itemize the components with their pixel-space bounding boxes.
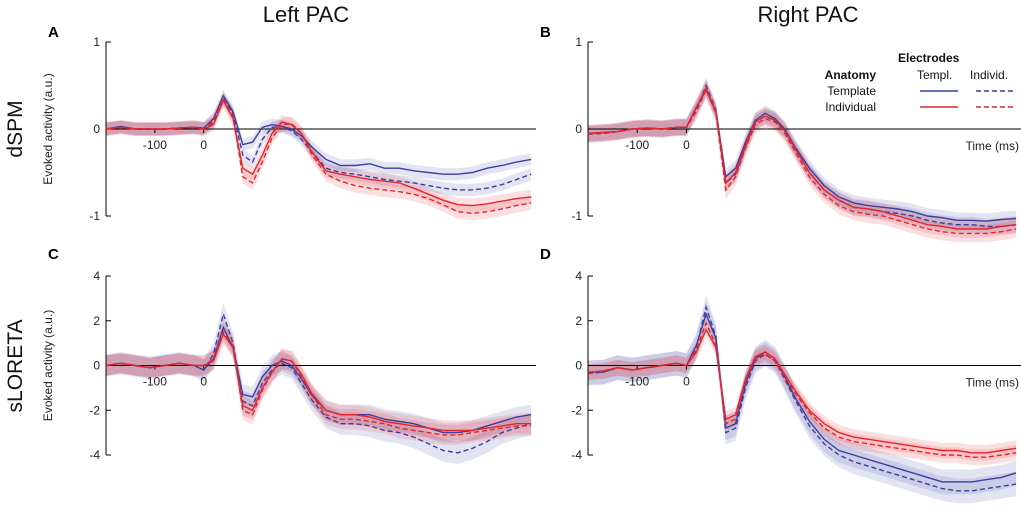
band-B-1 xyxy=(588,77,1017,235)
x-tick-label-D-1: 0 xyxy=(683,375,690,389)
panel-B: B -1 0 1 -100 0 Time (ms) xyxy=(540,24,1021,243)
series-line-A-3 xyxy=(105,96,532,215)
series-lines xyxy=(587,83,1017,235)
legend-row-individual: Individual xyxy=(825,100,876,114)
y-tick-label-A-0: -1 xyxy=(89,209,100,223)
legend-row-template: Template xyxy=(827,84,876,98)
y-tick-label-A-1: 0 xyxy=(93,122,100,136)
band-C-1 xyxy=(106,302,532,464)
y-tick-label-C-2: 0 xyxy=(93,359,100,373)
y-axis-label-C: Evoked activity (a.u.) xyxy=(41,310,55,421)
series-lines xyxy=(105,311,532,454)
y-tick-label-B-0: -1 xyxy=(571,209,582,223)
y-tick-label-B-2: 1 xyxy=(575,35,582,49)
y-tick-label-D-1: -2 xyxy=(571,403,582,417)
band-D-3 xyxy=(588,315,1017,466)
series-lines xyxy=(105,94,532,215)
series-line-D-3 xyxy=(587,321,1017,458)
column-title-right: Right PAC xyxy=(757,2,858,27)
y-tick-label-C-3: 2 xyxy=(93,314,100,328)
y-tick-label-B-1: 0 xyxy=(575,122,582,136)
x-tick-label-A-1: 0 xyxy=(200,138,207,152)
band-D-2 xyxy=(588,321,1017,461)
legend-anatomy-title: Anatomy xyxy=(825,68,877,82)
confidence-bands xyxy=(106,302,532,464)
x-axis-label-D: Time (ms) xyxy=(965,376,1019,390)
panels: A -1 0 1 -100 0 Evoked activity (a.u.) B -1 0 1 -10… xyxy=(41,24,1021,504)
series-line-C-3 xyxy=(105,330,532,436)
panel-A: A -1 0 1 -100 0 Evoked activity (a.u.) xyxy=(41,24,536,223)
y-axis-label-A: Evoked activity (a.u.) xyxy=(41,73,55,184)
series-lines xyxy=(587,304,1017,492)
band-A-0 xyxy=(106,89,532,181)
panel-D: D -4 -2 0 2 4 -100 0 Time (ms) xyxy=(540,246,1021,504)
y-tick-label-A-2: 1 xyxy=(93,35,100,49)
y-tick-label-D-4: 4 xyxy=(575,269,582,283)
band-B-2 xyxy=(588,79,1017,238)
band-B-0 xyxy=(588,82,1017,230)
x-tick-label-B-1: 0 xyxy=(683,138,690,152)
y-tick-label-D-0: -4 xyxy=(571,448,582,462)
row-title-dspm: dSPM xyxy=(4,100,27,157)
legend-col-individ: Individ. xyxy=(970,68,1008,82)
panel-letter-C: C xyxy=(48,246,59,263)
x-tick-label-C-0: -100 xyxy=(143,375,167,389)
y-tick-label-C-4: 4 xyxy=(93,269,100,283)
x-tick-label-C-1: 0 xyxy=(200,375,207,389)
legend-electrodes-title: Electrodes xyxy=(898,51,960,65)
x-tick-label-A-0: -100 xyxy=(143,138,167,152)
y-tick-label-C-0: -4 xyxy=(89,448,100,462)
column-title-left: Left PAC xyxy=(263,2,350,27)
y-tick-label-D-3: 2 xyxy=(575,314,582,328)
band-C-0 xyxy=(106,317,532,443)
y-tick-label-D-2: 0 xyxy=(575,359,582,373)
x-axis-label-B: Time (ms) xyxy=(965,139,1019,153)
band-C-2 xyxy=(106,324,532,441)
panel-letter-D: D xyxy=(540,246,551,263)
y-tick-label-C-1: -2 xyxy=(89,403,100,417)
confidence-bands xyxy=(106,89,532,221)
band-C-3 xyxy=(106,321,532,445)
band-A-1 xyxy=(106,92,532,196)
legend-col-templ: Templ. xyxy=(917,68,952,82)
band-D-0 xyxy=(588,301,1017,495)
panel-letter-A: A xyxy=(48,24,59,41)
series-line-D-2 xyxy=(587,328,1017,454)
panel-C: C -4 -2 0 2 4 -100 0 Evoked activity (a.u.) xyxy=(41,246,536,464)
row-title-sloreta: sLORETA xyxy=(4,320,27,413)
series-line-B-3 xyxy=(587,88,1017,235)
x-tick-label-D-0: -100 xyxy=(625,375,649,389)
legend: Electrodes Anatomy Templ. Individ. Templ… xyxy=(825,51,1016,114)
band-A-3 xyxy=(106,91,532,221)
panel-letter-B: B xyxy=(540,24,551,41)
x-tick-label-B-0: -100 xyxy=(625,138,649,152)
